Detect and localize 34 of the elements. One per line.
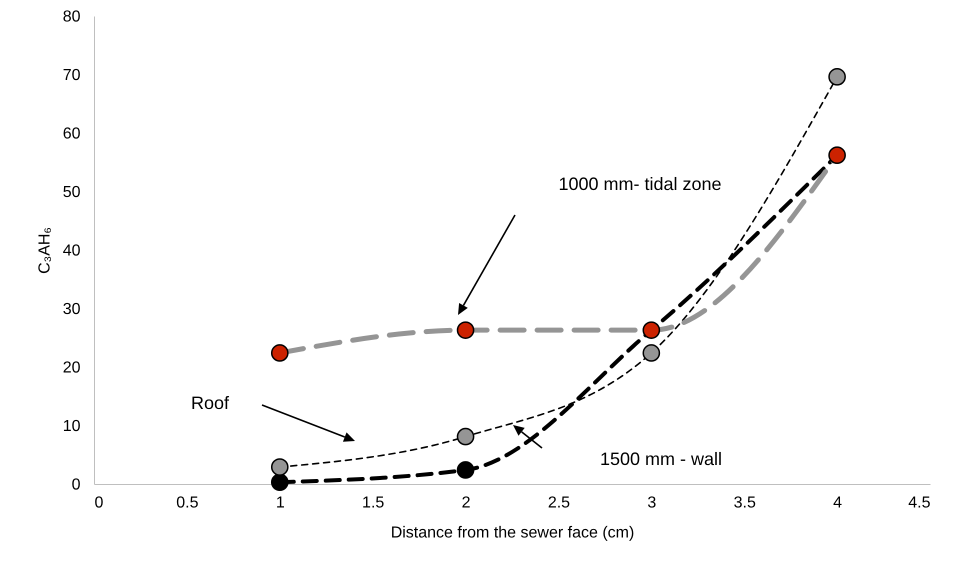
x-tick-label: 1.5: [362, 494, 384, 512]
point: [456, 321, 474, 339]
x-tick-label: 3: [647, 494, 656, 512]
point: [642, 344, 660, 362]
point: [270, 344, 289, 362]
x-tick-label: 1: [276, 494, 285, 512]
y-tick-label: 50: [62, 184, 81, 201]
x-tick-label: 3.5: [734, 494, 756, 512]
annotation: Roof: [190, 393, 230, 413]
x-tick-label: 2: [462, 494, 471, 512]
y-tick-label: 80: [62, 8, 81, 26]
y-tick-label: 10: [62, 418, 81, 435]
point: [642, 321, 660, 339]
y-tick-label: 20: [62, 360, 81, 376]
annotation: 1500 mm - wall: [600, 449, 722, 469]
annotation: 1000 mm- tidal zone: [558, 174, 722, 194]
point: [828, 146, 846, 164]
y-axis-title: C₃AH₆: [36, 227, 54, 274]
y-tick-label: 40: [62, 242, 81, 260]
point: [270, 473, 289, 492]
x-tick-label: 4.5: [908, 494, 931, 512]
point: [456, 428, 474, 446]
y-tick-label: 60: [62, 126, 81, 142]
point: [828, 68, 846, 86]
x-axis-title: Distance from the sewer face (cm): [390, 524, 634, 542]
x-tick-label: 2.5: [548, 494, 570, 512]
y-tick-label: 30: [62, 301, 81, 318]
y-tick-label: 70: [62, 67, 81, 84]
x-tick-label: 4: [833, 494, 842, 512]
point: [456, 461, 474, 479]
x-tick-label: 0: [94, 494, 104, 512]
x-tick-label: 0.5: [176, 494, 199, 512]
y-tick-label: 0: [72, 476, 81, 494]
point: [270, 458, 289, 476]
